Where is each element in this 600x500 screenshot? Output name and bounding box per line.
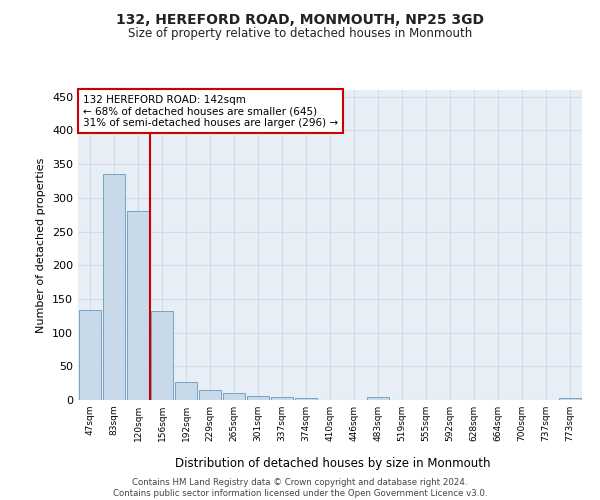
Text: 132 HEREFORD ROAD: 142sqm
← 68% of detached houses are smaller (645)
31% of semi: 132 HEREFORD ROAD: 142sqm ← 68% of detac… [83, 94, 338, 128]
Bar [127, 210, 149, 400]
Bar [103, 174, 125, 400]
Text: 132, HEREFORD ROAD, MONMOUTH, NP25 3GD: 132, HEREFORD ROAD, MONMOUTH, NP25 3GD [116, 12, 484, 26]
Text: Size of property relative to detached houses in Monmouth: Size of property relative to detached ho… [128, 28, 472, 40]
Bar [367, 398, 389, 400]
Bar [559, 398, 581, 400]
Bar [79, 310, 101, 400]
Y-axis label: Number of detached properties: Number of detached properties [37, 158, 46, 332]
Bar [223, 394, 245, 400]
Bar [199, 390, 221, 400]
Bar [247, 396, 269, 400]
Text: Distribution of detached houses by size in Monmouth: Distribution of detached houses by size … [175, 458, 491, 470]
Bar [295, 398, 317, 400]
Bar [271, 396, 293, 400]
Text: Contains HM Land Registry data © Crown copyright and database right 2024.
Contai: Contains HM Land Registry data © Crown c… [113, 478, 487, 498]
Bar [175, 382, 197, 400]
Bar [151, 311, 173, 400]
